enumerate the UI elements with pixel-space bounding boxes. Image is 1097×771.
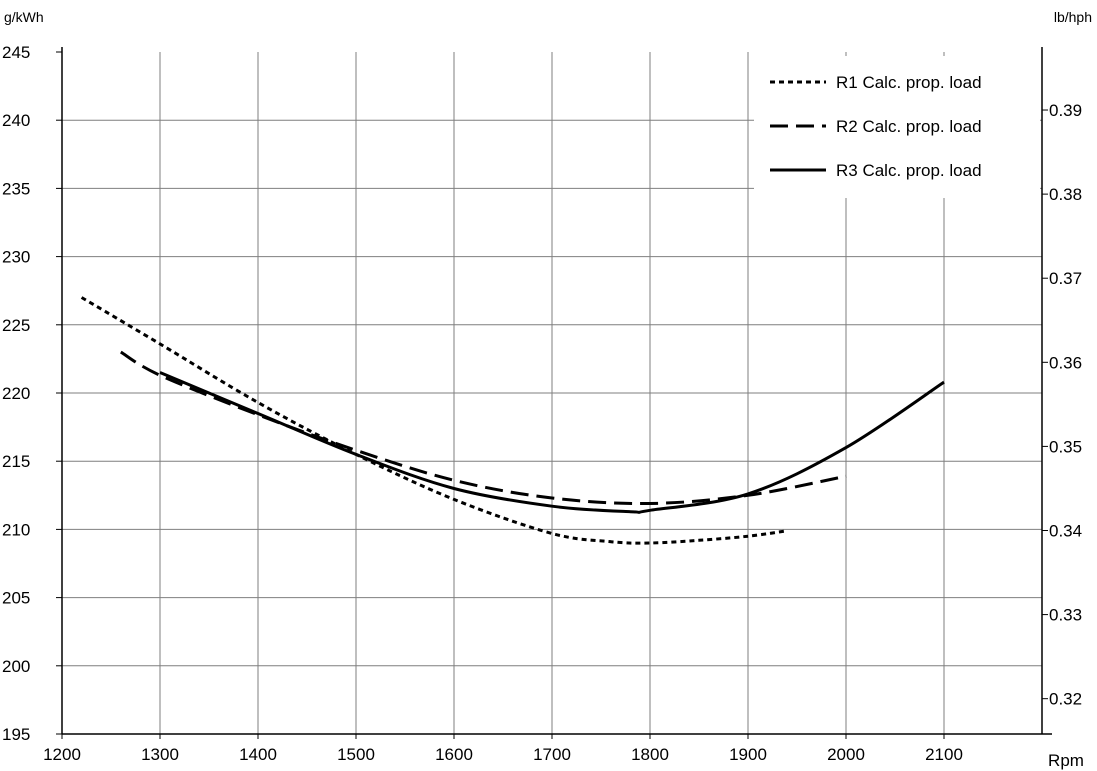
y-tick-label: 235	[2, 179, 30, 198]
y-tick-label: 245	[2, 43, 30, 62]
x-tick-label: 1700	[533, 745, 571, 764]
y-tick-label: 240	[2, 111, 30, 130]
series-line-3	[159, 371, 945, 514]
legend: R1 Calc. prop. load R2 Calc. prop. load R3…	[754, 56, 1040, 198]
x-axis-label: Rpm	[1048, 751, 1084, 770]
y-tick-label: 205	[2, 589, 30, 608]
legend-label-1: R1 Calc. prop. load	[836, 73, 982, 92]
legend-label-2: R2 Calc. prop. load	[836, 117, 982, 136]
y-tick-label: 225	[2, 316, 30, 335]
y-axis-label: g/kWh	[4, 9, 44, 25]
y-tick-label: 220	[2, 384, 30, 403]
grid	[62, 52, 1042, 734]
x-tick-label: 1500	[337, 745, 375, 764]
y2-tick-label: 0.37	[1049, 269, 1082, 288]
y2-tick-labels: 0.32 0.33 0.34 0.35 0.36 0.37 0.38 0.39	[1049, 101, 1082, 709]
x-tick-label: 1300	[141, 745, 179, 764]
y2-tick-label: 0.33	[1049, 606, 1082, 625]
series-line-1	[80, 296, 788, 545]
x-tick-label: 1400	[239, 745, 277, 764]
x-tick-label: 1900	[729, 745, 767, 764]
series-lines	[80, 296, 945, 545]
y2-tick-label: 0.38	[1049, 185, 1082, 204]
y2-tick-label: 0.32	[1049, 690, 1082, 709]
y2-tick-label: 0.35	[1049, 437, 1082, 456]
x-tick-label: 2000	[827, 745, 865, 764]
y2-tick-label: 0.36	[1049, 353, 1082, 372]
x-tick-label: 2100	[925, 745, 963, 764]
y-tick-label: 200	[2, 657, 30, 676]
legend-label-3: R3 Calc. prop. load	[836, 161, 982, 180]
y2-tick-label: 0.34	[1049, 521, 1082, 540]
series-line-2	[120, 350, 847, 506]
y-tick-label: 195	[2, 725, 30, 744]
y2-tick-label: 0.39	[1049, 101, 1082, 120]
y-tick-label: 230	[2, 248, 30, 267]
y-tick-labels: 195 200 205 210 215 220 225 230 235 240 245	[2, 43, 30, 744]
axes	[56, 47, 1052, 739]
x-tick-label: 1600	[435, 745, 473, 764]
x-tick-label: 1800	[631, 745, 669, 764]
y-tick-label: 215	[2, 452, 30, 471]
x-tick-label: 1200	[43, 745, 81, 764]
y2-axis-label: lb/hph	[1054, 9, 1092, 25]
y-tick-label: 210	[2, 520, 30, 539]
x-tick-labels: 1200 1300 1400 1500 1600 1700 1800 1900 2000 2100	[43, 745, 963, 764]
